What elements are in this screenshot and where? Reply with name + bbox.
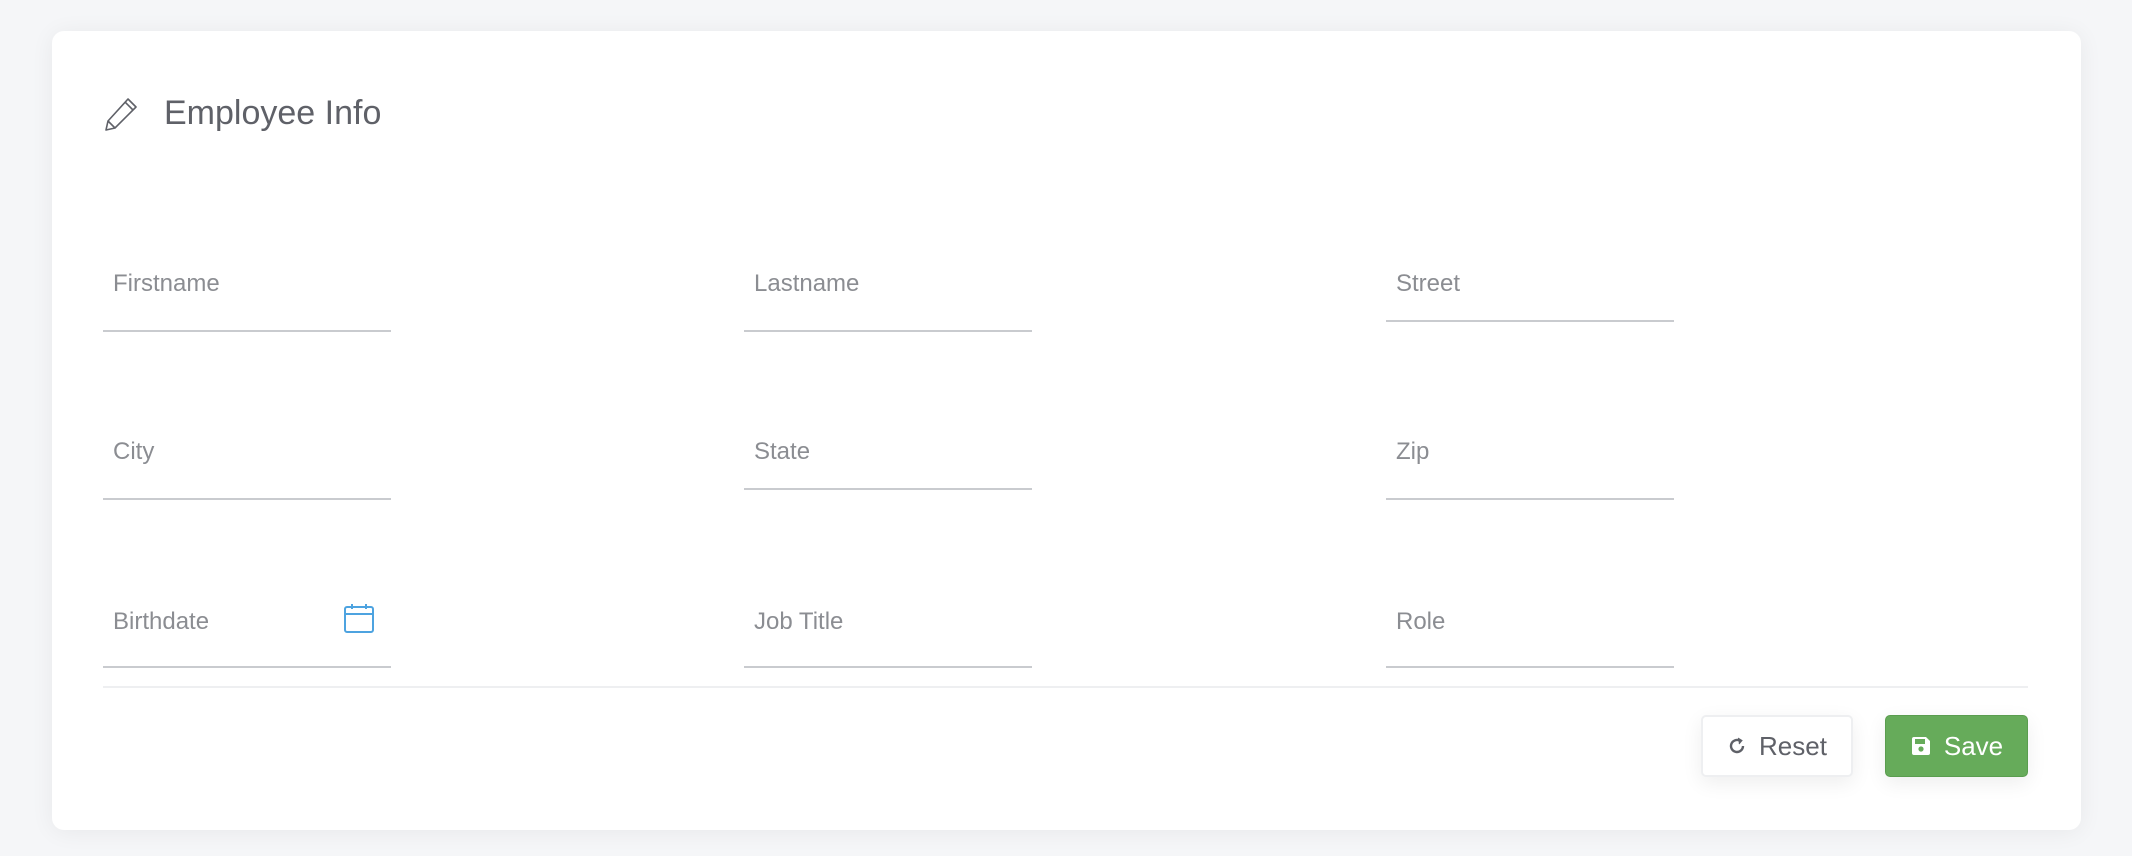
floppy-disk-icon xyxy=(1911,737,1930,755)
street-field[interactable]: Street xyxy=(1386,251,1674,322)
zip-field[interactable]: Zip xyxy=(1386,419,1674,500)
city-field[interactable]: City xyxy=(103,419,391,500)
role-field[interactable]: Role xyxy=(1386,588,1674,668)
lastname-field[interactable]: Lastname xyxy=(744,251,1032,332)
save-label: Save xyxy=(1943,730,2004,761)
calendar-icon[interactable] xyxy=(343,602,375,634)
field-label: State xyxy=(754,438,811,465)
birthdate-field[interactable]: Birthdate xyxy=(103,588,391,668)
page-title: Employee Info xyxy=(164,94,382,132)
field-label: Role xyxy=(1396,608,1446,635)
firstname-field[interactable]: Firstname xyxy=(103,251,391,332)
field-label: Street xyxy=(1396,270,1461,297)
field-label: Job Title xyxy=(754,608,844,635)
state-field[interactable]: State xyxy=(744,419,1032,490)
reset-label: Reset xyxy=(1759,730,1827,761)
pencil-icon xyxy=(105,98,137,131)
save-button[interactable]: Save xyxy=(1885,715,2028,777)
job-title-field[interactable]: Job Title xyxy=(744,588,1032,668)
reset-button[interactable]: Reset xyxy=(1701,715,1853,777)
employee-info-card: Employee Info Firstname Lastname Street … xyxy=(52,31,2081,830)
field-label: City xyxy=(113,438,155,465)
field-label: Lastname xyxy=(754,270,860,297)
refresh-icon xyxy=(1729,737,1745,754)
field-label: Zip xyxy=(1396,438,1430,465)
divider xyxy=(103,686,2028,688)
field-label: Firstname xyxy=(113,270,220,297)
field-label: Birthdate xyxy=(113,608,210,635)
